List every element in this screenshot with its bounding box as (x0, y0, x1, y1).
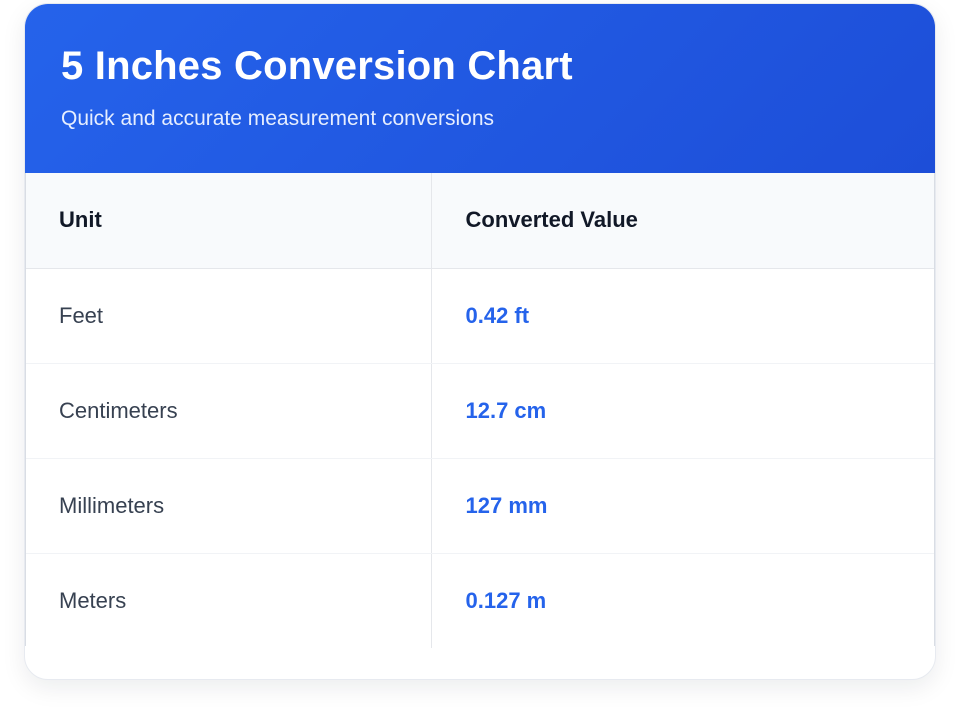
conversion-table: Unit Converted Value Feet 0.42 ft Centim… (25, 173, 935, 648)
value-cell: 127 mm (431, 458, 935, 554)
table-header: Unit Converted Value (25, 173, 935, 269)
column-header-converted-value: Converted Value (431, 173, 935, 269)
unit-cell: Centimeters (25, 363, 432, 459)
page-subtitle: Quick and accurate measurement conversio… (61, 107, 495, 130)
table-right-border (934, 173, 935, 646)
table-header-row: Unit Converted Value (25, 173, 935, 269)
table-row: Centimeters 12.7 cm (25, 363, 935, 459)
conversion-card: 5 Inches Conversion Chart Quick and accu… (24, 3, 936, 680)
table-row: Meters 0.127 m (25, 553, 935, 648)
value-cell: 0.42 ft (431, 268, 935, 364)
value-cell: 12.7 cm (431, 363, 935, 459)
table-left-border (25, 173, 26, 646)
page-title: 5 Inches Conversion Chart (61, 44, 573, 88)
table-row: Feet 0.42 ft (25, 268, 935, 364)
column-header-unit: Unit (25, 173, 432, 269)
unit-cell: Millimeters (25, 458, 432, 554)
table-row: Millimeters 127 mm (25, 458, 935, 554)
unit-cell: Meters (25, 553, 432, 648)
card-header: 5 Inches Conversion Chart Quick and accu… (25, 4, 935, 173)
unit-cell: Feet (25, 268, 432, 364)
value-cell: 0.127 m (465, 587, 547, 613)
table-body: Feet 0.42 ft Centimeters 12.7 cm Millime… (25, 268, 935, 648)
